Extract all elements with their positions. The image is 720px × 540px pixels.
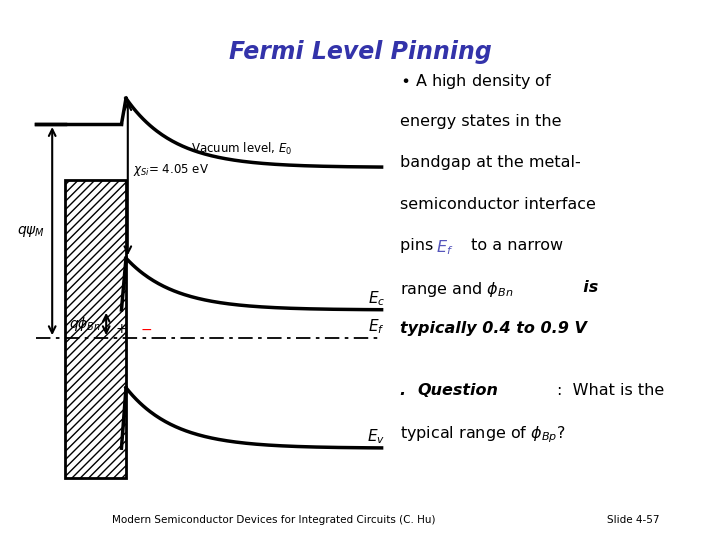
Bar xyxy=(65,180,126,478)
Bar xyxy=(65,180,126,478)
Text: $E_f$: $E_f$ xyxy=(369,317,385,336)
Text: $q\phi_{Bn}$: $q\phi_{Bn}$ xyxy=(68,315,101,333)
Text: to a narrow: to a narrow xyxy=(466,238,563,253)
Text: semiconductor interface: semiconductor interface xyxy=(400,197,595,212)
Text: typical range of $\phi_{Bp}$?: typical range of $\phi_{Bp}$? xyxy=(400,425,565,446)
Text: Question: Question xyxy=(418,383,499,399)
Text: typically 0.4 to 0.9 V: typically 0.4 to 0.9 V xyxy=(400,321,587,336)
Text: .: . xyxy=(400,383,406,399)
Text: is: is xyxy=(572,280,598,295)
Text: range and $\phi_{Bn}$: range and $\phi_{Bn}$ xyxy=(400,280,513,299)
Text: Modern Semiconductor Devices for Integrated Circuits (C. Hu): Modern Semiconductor Devices for Integra… xyxy=(112,515,436,525)
Text: $\chi_{Si}$= 4.05 eV: $\chi_{Si}$= 4.05 eV xyxy=(133,161,210,178)
Text: bandgap at the metal-: bandgap at the metal- xyxy=(400,156,580,170)
Text: $E_v$: $E_v$ xyxy=(367,427,385,446)
Text: Vacuum level, $E_0$: Vacuum level, $E_0$ xyxy=(191,140,292,157)
Text: pins: pins xyxy=(400,238,438,253)
Text: :  What is the: : What is the xyxy=(557,383,664,399)
Text: $\bullet$ A high density of: $\bullet$ A high density of xyxy=(400,72,552,91)
Text: Slide 4-57: Slide 4-57 xyxy=(608,515,660,525)
Text: energy states in the: energy states in the xyxy=(400,114,561,129)
Text: $q\psi_M$: $q\psi_M$ xyxy=(17,224,45,239)
Text: Fermi Level Pinning: Fermi Level Pinning xyxy=(229,40,491,64)
Text: $-$: $-$ xyxy=(140,322,153,336)
Text: $+$: $+$ xyxy=(115,322,127,336)
Text: $E_f$: $E_f$ xyxy=(436,238,454,257)
Text: $E_c$: $E_c$ xyxy=(368,289,385,308)
